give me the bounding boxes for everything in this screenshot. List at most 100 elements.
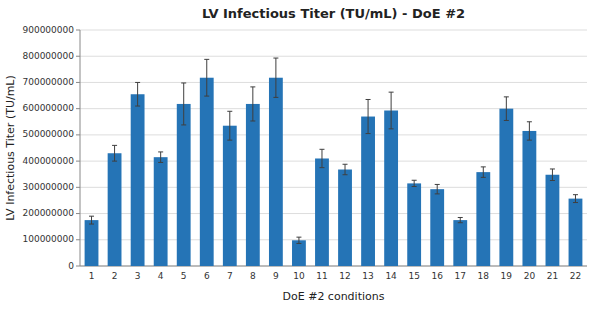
bar	[522, 131, 536, 266]
error-cap	[366, 133, 371, 134]
x-axis-label: DoE #2 conditions	[283, 290, 385, 303]
error-line	[368, 99, 369, 133]
error-cap	[158, 162, 163, 163]
error-line	[414, 180, 415, 186]
x-tick-label: 10	[293, 271, 305, 281]
error-cap	[527, 140, 532, 141]
y-tick	[76, 30, 80, 31]
x-tick-label: 16	[431, 271, 443, 281]
grid-line	[80, 82, 587, 83]
error-bar	[296, 237, 301, 243]
error-cap	[227, 140, 232, 141]
error-line	[275, 58, 276, 97]
error-bar	[181, 83, 186, 125]
x-tick-label: 9	[273, 271, 279, 281]
error-cap	[550, 168, 555, 169]
y-tick	[76, 56, 80, 57]
x-tick-label: 8	[250, 271, 256, 281]
bars	[85, 78, 583, 266]
error-cap	[135, 106, 140, 107]
error-bar	[435, 184, 440, 193]
error-cap	[458, 222, 463, 223]
error-bar	[389, 92, 394, 129]
error-cap	[250, 86, 255, 87]
x-tick-label: 19	[501, 271, 513, 281]
bar	[361, 117, 375, 266]
y-tick-label: 0	[68, 261, 74, 271]
error-line	[437, 184, 438, 193]
x-tick-label: 18	[478, 271, 490, 281]
error-line	[345, 164, 346, 174]
error-line	[114, 145, 115, 161]
error-cap	[389, 92, 394, 93]
error-bar	[158, 152, 163, 162]
error-line	[252, 87, 253, 121]
y-tick-label: 700000000	[22, 77, 74, 87]
y-tick	[76, 213, 80, 214]
error-line	[183, 83, 184, 125]
axes: 0100000000200000000300000000400000000500…	[22, 25, 587, 282]
bar	[177, 104, 191, 266]
error-bar	[458, 217, 463, 222]
error-cap	[435, 184, 440, 185]
error-cap	[296, 237, 301, 238]
error-cap	[573, 194, 578, 195]
error-cap	[135, 82, 140, 83]
error-bar	[504, 97, 509, 121]
y-tick-label: 800000000	[22, 51, 74, 61]
bar	[569, 199, 583, 266]
error-line	[483, 167, 484, 177]
bar	[384, 111, 398, 266]
grid-line	[80, 56, 587, 57]
error-line	[552, 169, 553, 181]
bar	[223, 126, 237, 266]
x-tick-label: 12	[339, 271, 350, 281]
error-line	[529, 122, 530, 140]
error-cap	[89, 224, 94, 225]
y-tick-label: 300000000	[22, 182, 74, 192]
x-tick-label: 7	[227, 271, 233, 281]
error-line	[460, 217, 461, 222]
error-cap	[250, 120, 255, 121]
x-tick-label: 4	[158, 271, 164, 281]
bar	[476, 172, 490, 266]
error-line	[321, 149, 322, 167]
error-cap	[481, 166, 486, 167]
x-tick-label: 17	[455, 271, 466, 281]
y-tick-label: 900000000	[22, 25, 74, 35]
y-tick	[76, 239, 80, 240]
y-tick	[76, 187, 80, 188]
x-tick-label: 21	[547, 271, 558, 281]
error-cap	[204, 96, 209, 97]
error-cap	[89, 216, 94, 217]
error-cap	[227, 111, 232, 112]
error-bar	[527, 122, 532, 140]
y-tick-label: 400000000	[22, 156, 74, 166]
error-bar	[366, 99, 371, 133]
y-tick	[76, 82, 80, 83]
bar	[499, 109, 513, 266]
x-tick-label: 15	[408, 271, 419, 281]
chart: 0100000000200000000300000000400000000500…	[0, 0, 601, 310]
x-tick-label: 11	[316, 271, 327, 281]
error-bar	[343, 164, 348, 174]
page: {"chart_data": {"type": "bar", "title": …	[0, 0, 601, 310]
grid-line	[80, 30, 587, 31]
error-cap	[412, 186, 417, 187]
x-tick-label: 5	[181, 271, 187, 281]
error-line	[298, 237, 299, 243]
error-line	[391, 92, 392, 129]
title: LV Infectious Titer (TU/mL) - DoE #2	[202, 6, 465, 21]
bar	[269, 78, 283, 266]
x-tick-label: 1	[89, 271, 95, 281]
error-cap	[343, 174, 348, 175]
error-cap	[573, 202, 578, 203]
error-cap	[366, 99, 371, 100]
x-tick-label: 14	[385, 271, 397, 281]
error-cap	[181, 82, 186, 83]
x-tick-label: 22	[570, 271, 581, 281]
error-cap	[504, 120, 509, 121]
grid	[80, 30, 587, 266]
error-cap	[273, 97, 278, 98]
bar	[453, 220, 467, 266]
